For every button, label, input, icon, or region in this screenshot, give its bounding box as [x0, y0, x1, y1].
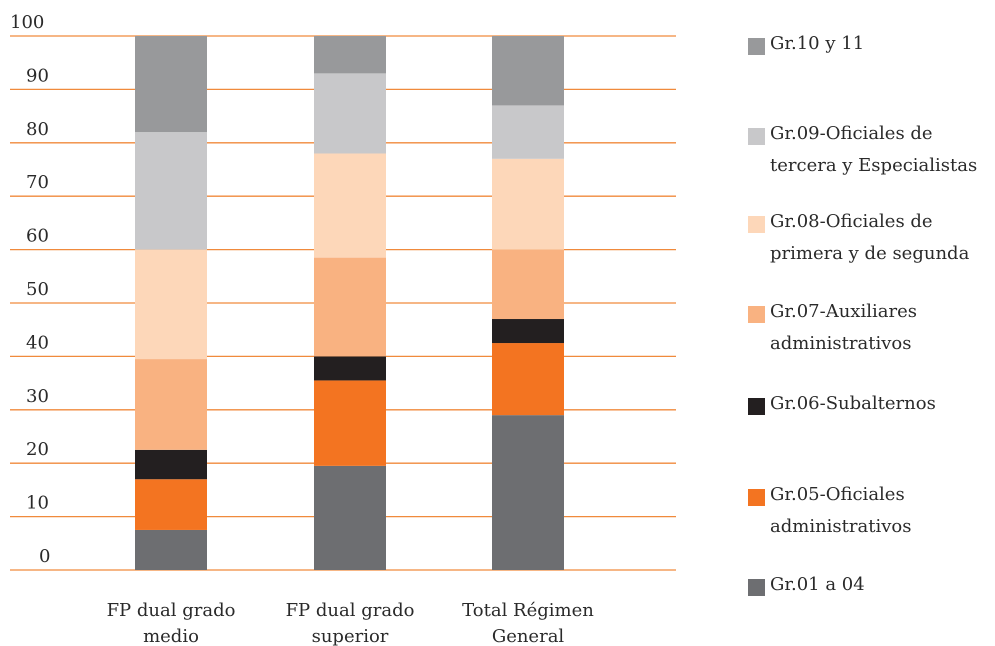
bar-segment: [314, 36, 386, 74]
bar-segment: [135, 249, 207, 360]
x-category-label: FP dual grado: [286, 600, 415, 621]
legend-swatch: [748, 216, 765, 233]
y-tick-label: 20: [26, 439, 49, 460]
bar-segment: [135, 529, 207, 570]
legend-swatch: [748, 398, 765, 415]
bar-segment: [135, 359, 207, 450]
y-tick-label: 10: [26, 493, 49, 514]
legend-swatch: [748, 128, 765, 145]
legend: Gr.10 y 11 Gr.09-Oficiales de tercera y E…: [748, 0, 995, 646]
legend-item: Gr.05-Oficiales administrativos: [748, 484, 911, 543]
legend-label: Gr.01 a 04: [770, 574, 865, 595]
bar-segment: [492, 105, 564, 159]
y-tick-label: 90: [26, 65, 49, 86]
bar-segment: [492, 158, 564, 250]
legend-swatch: [748, 38, 765, 55]
y-tick-label: 50: [26, 279, 49, 300]
bar-segment: [135, 479, 207, 530]
y-tick-label: 30: [26, 386, 49, 407]
legend-item: Gr.07-Auxiliares administrativos: [748, 301, 917, 360]
legend-swatch: [748, 489, 765, 506]
legend-item: Gr.06-Subalternos: [748, 393, 936, 420]
y-tick-label: 0: [39, 546, 50, 567]
bar-segment: [135, 132, 207, 250]
bar-segment: [492, 36, 564, 106]
legend-item: Gr.01 a 04: [748, 574, 865, 601]
x-axis-category-labels: FP dual grado medio FP dual grado superior T…: [107, 600, 595, 646]
legend-item: Gr.10 y 11: [748, 33, 864, 60]
bar-segment: [314, 465, 386, 570]
legend-label: Gr.10 y 11: [770, 33, 865, 54]
bar-segment: [314, 73, 386, 154]
bar-segment: [135, 36, 207, 133]
stacked-bar-chart: 0 10 20 30 40 50 60 70 80 90 100 FP dual grado medi…: [10, 12, 676, 646]
bar-segment: [492, 319, 564, 344]
bar-segment: [314, 380, 386, 466]
legend-item: Gr.08-Oficiales de primera y de segunda: [748, 211, 969, 270]
legend-label: Gr.08-Oficiales de primera y de segunda: [770, 211, 970, 264]
x-category-label: medio: [143, 626, 199, 646]
legend-label: Gr.05-Oficiales administrativos: [770, 484, 912, 537]
legend-label: Gr.09-Oficiales de tercera y Especialist…: [770, 123, 978, 176]
bar-segment: [314, 257, 386, 357]
bar-segment: [314, 153, 386, 258]
x-category-label: Total Régimen: [462, 600, 594, 621]
x-category-label: FP dual grado: [107, 600, 236, 621]
bar-segment: [492, 343, 564, 416]
y-tick-label: 40: [26, 332, 49, 353]
x-category-label: General: [492, 626, 565, 646]
legend-swatch: [748, 306, 765, 323]
bar-segment: [314, 356, 386, 381]
legend-item: Gr.09-Oficiales de tercera y Especialist…: [748, 123, 977, 182]
bar-stacks: [135, 36, 564, 570]
bar-segment: [492, 249, 564, 320]
x-category-label: superior: [312, 626, 389, 646]
legend-label: Gr.07-Auxiliares administrativos: [770, 301, 917, 354]
y-tick-label: 60: [26, 226, 49, 247]
legend-swatch: [748, 579, 765, 596]
y-tick-label: 100: [10, 12, 44, 33]
bar-segment: [492, 415, 564, 570]
y-axis-tick-labels: 0 10 20 30 40 50 60 70 80 90 100: [10, 12, 50, 567]
y-tick-label: 70: [26, 172, 49, 193]
y-tick-label: 80: [26, 119, 49, 140]
legend-label: Gr.06-Subalternos: [770, 393, 936, 414]
bar-segment: [135, 449, 207, 480]
